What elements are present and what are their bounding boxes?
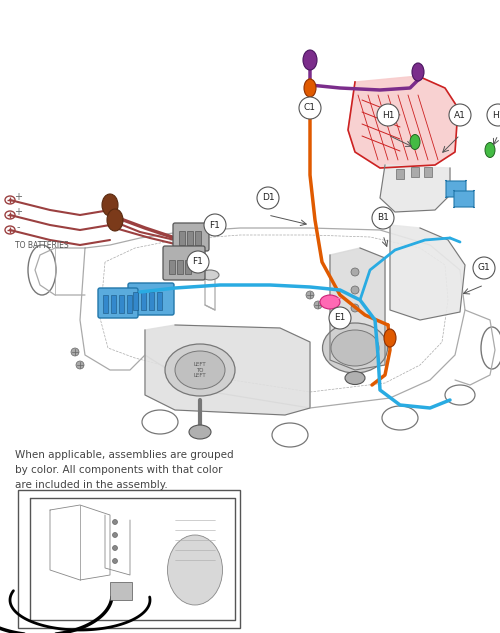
Circle shape [257, 187, 279, 209]
Text: C1: C1 [304, 104, 316, 113]
Bar [411, 167, 419, 177]
Bar [110, 582, 132, 600]
Ellipse shape [303, 50, 317, 70]
FancyBboxPatch shape [98, 288, 138, 318]
Bar [195, 231, 201, 245]
Polygon shape [348, 76, 458, 168]
Polygon shape [145, 325, 310, 415]
Ellipse shape [201, 270, 219, 280]
Text: H1: H1 [492, 111, 500, 120]
Ellipse shape [412, 63, 424, 81]
Bar [127, 295, 132, 313]
Text: -: - [16, 222, 20, 232]
Text: LEFT
TO
LEFT: LEFT TO LEFT [194, 361, 206, 379]
Bar [141, 292, 146, 310]
FancyBboxPatch shape [163, 246, 205, 280]
Ellipse shape [102, 194, 118, 216]
Bar [149, 292, 154, 310]
Text: B1: B1 [377, 213, 389, 223]
Bar [133, 292, 138, 310]
Text: G1: G1 [478, 263, 490, 272]
Circle shape [377, 104, 399, 126]
Text: E1: E1 [334, 313, 345, 322]
Bar [157, 292, 162, 310]
Text: F1: F1 [192, 258, 203, 266]
Circle shape [112, 558, 117, 563]
Circle shape [306, 291, 314, 299]
Bar [18, 490, 240, 628]
Bar [169, 260, 175, 274]
FancyBboxPatch shape [446, 180, 466, 198]
Circle shape [112, 546, 117, 551]
Circle shape [329, 307, 351, 329]
Bar [177, 260, 183, 274]
Circle shape [351, 304, 359, 312]
Bar [396, 169, 404, 179]
Bar [119, 295, 124, 313]
Circle shape [449, 104, 471, 126]
Bar [103, 295, 108, 313]
FancyBboxPatch shape [454, 190, 474, 208]
Circle shape [71, 348, 79, 356]
Circle shape [76, 361, 84, 369]
Bar [185, 260, 191, 274]
Text: F1: F1 [210, 220, 220, 230]
Ellipse shape [331, 330, 379, 366]
Circle shape [314, 301, 322, 309]
Circle shape [351, 286, 359, 294]
Bar [187, 231, 193, 245]
Ellipse shape [107, 209, 123, 231]
Ellipse shape [384, 329, 396, 347]
Ellipse shape [410, 134, 420, 149]
Ellipse shape [485, 142, 495, 158]
Polygon shape [330, 248, 385, 370]
Bar [424, 167, 432, 177]
FancyBboxPatch shape [173, 223, 209, 251]
Text: A1: A1 [454, 111, 466, 120]
Bar [179, 231, 185, 245]
Text: H1: H1 [382, 111, 394, 120]
Text: +: + [14, 207, 22, 217]
Circle shape [351, 268, 359, 276]
Ellipse shape [189, 425, 211, 439]
Polygon shape [380, 165, 450, 212]
Circle shape [473, 257, 495, 279]
Circle shape [487, 104, 500, 126]
Circle shape [187, 251, 209, 273]
Ellipse shape [168, 535, 222, 605]
Circle shape [372, 207, 394, 229]
Ellipse shape [175, 351, 225, 389]
Ellipse shape [165, 344, 235, 396]
Bar [111, 295, 116, 313]
Ellipse shape [304, 79, 316, 97]
Ellipse shape [320, 295, 340, 309]
Circle shape [112, 520, 117, 525]
Text: When applicable, assemblies are grouped
by color. All components with that color: When applicable, assemblies are grouped … [15, 450, 234, 489]
Circle shape [299, 97, 321, 119]
Circle shape [112, 532, 117, 537]
FancyBboxPatch shape [128, 283, 174, 315]
Polygon shape [390, 225, 465, 320]
Ellipse shape [322, 323, 388, 373]
Ellipse shape [345, 372, 365, 384]
Text: TO BATTERIES: TO BATTERIES [15, 241, 68, 249]
Text: +: + [14, 192, 22, 202]
Text: D1: D1 [262, 194, 274, 203]
Circle shape [204, 214, 226, 236]
